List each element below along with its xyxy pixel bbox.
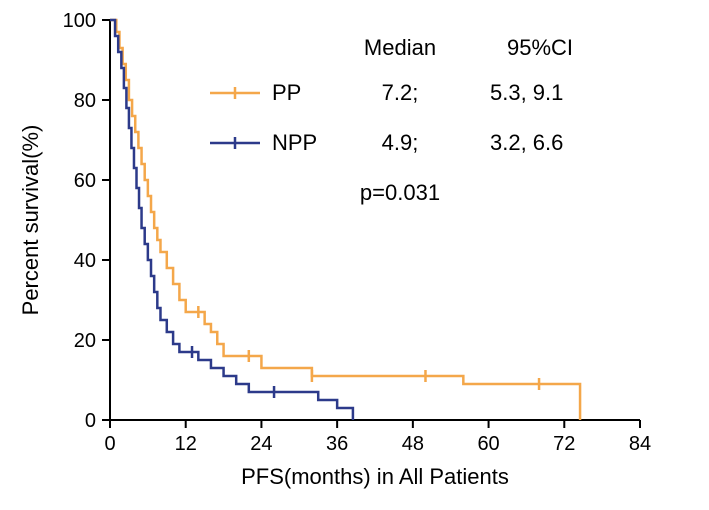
x-tick-label: 60 (477, 433, 499, 455)
table-median-pp: 7.2; (382, 80, 419, 105)
x-tick-label: 12 (175, 433, 197, 455)
x-tick-label: 72 (553, 433, 575, 455)
y-tick-label: 40 (74, 250, 96, 272)
chart-svg: 0 20 40 60 80 100 0 12 24 36 48 60 72 84 PFS(months) i… (0, 0, 709, 510)
table-median-npp: 4.9; (382, 130, 419, 155)
table-ci-npp: 3.2, 6.6 (490, 130, 563, 155)
y-tick-label: 0 (85, 410, 96, 432)
x-tick-label: 48 (402, 433, 424, 455)
y-tick-label: 60 (74, 170, 96, 192)
series-npp (110, 20, 353, 420)
table-ci-pp: 5.3, 9.1 (490, 80, 563, 105)
y-tick-label: 20 (74, 330, 96, 352)
table-header-median: Median (364, 35, 436, 60)
legend-label-npp: NPP (272, 130, 317, 155)
km-chart: 0 20 40 60 80 100 0 12 24 36 48 60 72 84 PFS(months) i… (0, 0, 709, 510)
y-tick-label: 80 (74, 90, 96, 112)
legend-label-pp: PP (272, 80, 301, 105)
x-tick-label: 36 (326, 433, 348, 455)
x-tick-label: 84 (629, 433, 651, 455)
y-axis-title: Percent survival(%) (18, 125, 43, 316)
table-header-ci: 95%CI (507, 35, 573, 60)
y-tick-label: 100 (63, 10, 96, 32)
x-axis-title: PFS(months) in All Patients (241, 464, 509, 489)
p-value: p=0.031 (360, 180, 440, 205)
x-tick-label: 24 (250, 433, 272, 455)
x-tick-label: 0 (104, 433, 115, 455)
